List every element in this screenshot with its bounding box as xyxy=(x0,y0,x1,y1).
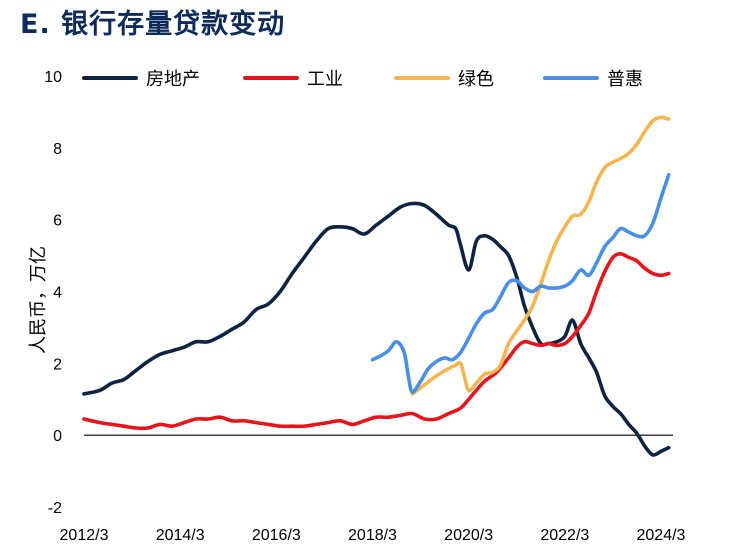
series-lines xyxy=(82,115,671,457)
series-line-green xyxy=(410,115,671,396)
chart-legend: 房地产 工业 绿色 普惠 xyxy=(82,69,643,90)
legend-label: 工业 xyxy=(307,69,343,90)
y-tick-label: 2 xyxy=(53,356,62,373)
legend-item-real-estate: 房地产 xyxy=(82,69,200,90)
legend-label: 绿色 xyxy=(458,69,494,90)
x-tick-label: 2018/3 xyxy=(348,527,397,544)
series-line-inclusive xyxy=(370,173,671,394)
legend-item-inclusive: 普惠 xyxy=(543,69,643,90)
x-tick-label: 2022/3 xyxy=(540,527,589,544)
y-tick-label: 8 xyxy=(53,141,62,158)
chart-title: E. 银行存量贷款变动 xyxy=(20,9,286,40)
series-line-industry xyxy=(82,252,671,431)
y-tick-label: -2 xyxy=(48,500,62,517)
legend-label: 普惠 xyxy=(607,69,643,90)
x-tick-label: 2024/3 xyxy=(637,527,686,544)
y-tick-label: 4 xyxy=(53,285,62,302)
legend-label: 房地产 xyxy=(146,69,200,90)
legend-item-green: 绿色 xyxy=(394,69,494,90)
chart-axes: -2 0 2 4 6 8 10 2012/3 2014/3 2016/3 2018/3 2020/3 2… xyxy=(44,69,685,544)
y-tick-label: 10 xyxy=(44,69,62,86)
y-tick-label: 0 xyxy=(53,428,62,445)
x-tick-label: 2020/3 xyxy=(444,527,493,544)
x-tick-label: 2014/3 xyxy=(156,527,205,544)
y-tick-label: 6 xyxy=(53,213,62,230)
series-line-real-estate xyxy=(82,201,671,457)
y-axis-label: 人民币，万亿 xyxy=(28,246,49,354)
x-tick-label: 2012/3 xyxy=(60,527,109,544)
x-tick-label: 2016/3 xyxy=(252,527,301,544)
legend-item-industry: 工业 xyxy=(243,69,343,90)
